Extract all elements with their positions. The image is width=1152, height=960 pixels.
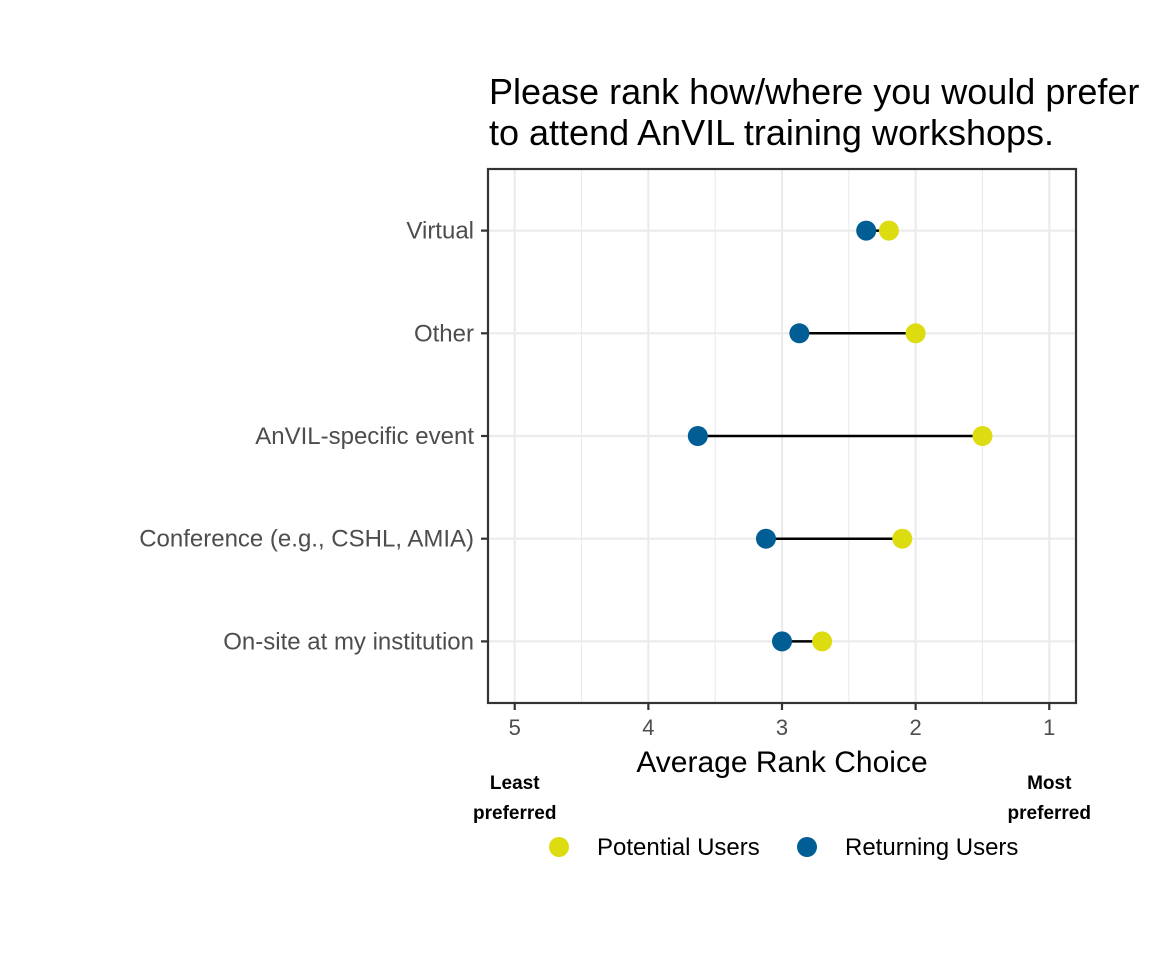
legend-label: Potential Users [597,834,760,861]
x-annotation-label: Most [1027,773,1072,794]
x-annotation-label: preferred [1008,803,1091,824]
x-annotation-label: Least [490,773,540,794]
y-axis: Virtual Other AnVIL-specific event Conferen… [139,218,488,655]
point-potential-users [812,631,833,652]
x-tick-label: 5 [509,715,521,740]
x-tick-label: 2 [910,715,922,740]
x-tick-label: 1 [1043,715,1055,740]
point-potential-users [972,426,993,446]
point-returning-users [856,220,877,241]
point-returning-users [789,323,810,344]
point-returning-users [772,631,792,652]
chart-title: Please rank how/where you would prefer t… [489,71,1139,153]
x-axis-title: Average Rank Choice [636,746,927,779]
y-tick-label: Other [414,320,474,347]
x-tick-label: 4 [642,715,654,740]
x-axis: 5 4 3 2 1 [509,703,1055,740]
point-returning-users [687,426,708,446]
legend: Potential Users Returning Users [549,834,1018,861]
chart-title-line-2: to attend AnVIL training workshops. [489,112,1054,153]
chart-title-line-1: Please rank how/where you would prefer [489,71,1139,112]
y-tick-label: Conference (e.g., CSHL, AMIA) [139,526,474,553]
point-potential-users [905,323,926,344]
point-potential-users [892,528,913,549]
y-tick-label: Virtual [406,218,474,245]
legend-key [797,837,817,857]
x-tick-label: 3 [776,715,788,740]
y-tick-label: On-site at my institution [223,628,474,655]
point-returning-users [755,528,776,549]
y-tick-label: AnVIL-specific event [255,423,474,450]
data-points [687,220,993,652]
point-potential-users [878,220,899,241]
legend-label: Returning Users [845,834,1018,861]
legend-key [549,837,569,857]
x-annotation-label: preferred [473,803,556,824]
x-axis-annotations: Least preferred Most preferred [473,773,1091,824]
